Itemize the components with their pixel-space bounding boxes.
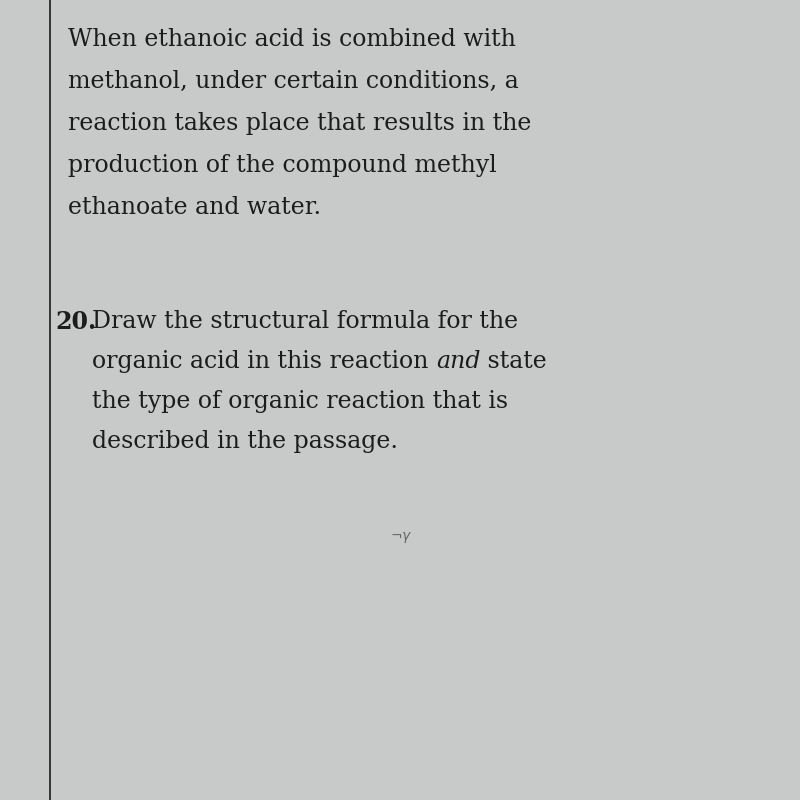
Text: and: and	[436, 350, 480, 373]
Text: When ethanoic acid is combined with: When ethanoic acid is combined with	[68, 28, 516, 51]
Text: 20.: 20.	[55, 310, 96, 334]
Text: $\neg\gamma$: $\neg\gamma$	[390, 530, 413, 545]
Text: the type of organic reaction that is: the type of organic reaction that is	[92, 390, 508, 413]
Text: Draw the structural formula for the: Draw the structural formula for the	[92, 310, 518, 333]
Text: reaction takes place that results in the: reaction takes place that results in the	[68, 112, 531, 135]
Text: ethanoate and water.: ethanoate and water.	[68, 196, 321, 219]
Text: methanol, under certain conditions, a: methanol, under certain conditions, a	[68, 70, 518, 93]
Text: state: state	[480, 350, 547, 373]
Text: production of the compound methyl: production of the compound methyl	[68, 154, 497, 177]
Text: described in the passage.: described in the passage.	[92, 430, 398, 453]
Text: organic acid in this reaction: organic acid in this reaction	[92, 350, 436, 373]
